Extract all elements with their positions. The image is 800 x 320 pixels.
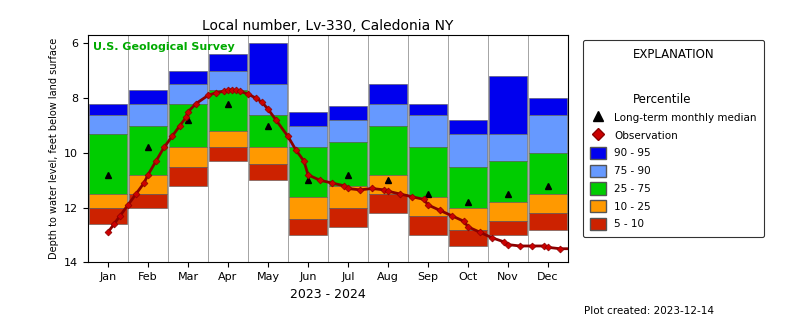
Bar [490,134,526,161]
Bar [530,98,566,115]
Bar [330,208,366,227]
Bar [130,90,166,104]
Bar [170,167,206,186]
Bar [490,221,526,235]
Bar [450,120,486,134]
Bar [330,142,366,186]
Bar [290,125,326,148]
Bar [210,54,246,71]
X-axis label: 2023 - 2024: 2023 - 2024 [290,288,366,301]
Bar [410,115,446,148]
Bar [490,202,526,221]
Bar [250,164,286,180]
Y-axis label: Depth to water level, feet below land surface: Depth to water level, feet below land su… [49,38,58,260]
Bar [170,104,206,148]
Bar [250,44,286,84]
Bar [530,153,566,194]
Bar [290,112,326,125]
Title: Local number, Lv-330, Caledonia NY: Local number, Lv-330, Caledonia NY [202,19,454,33]
Bar [250,115,286,148]
Bar [370,175,406,194]
Bar [370,84,406,104]
Bar [210,90,246,131]
Bar [170,84,206,104]
Bar [530,115,566,153]
Bar [90,104,126,115]
Bar [410,104,446,115]
Legend: Long-term monthly median, Observation, 90 - 95, 75 - 90, 25 - 75, 10 - 25, 5 - 1: Long-term monthly median, Observation, 9… [583,40,764,237]
Bar [410,197,446,216]
Bar [290,219,326,235]
Bar [450,167,486,208]
Bar [210,131,246,148]
Bar [450,229,486,246]
Bar [410,216,446,235]
Bar [330,106,366,120]
Bar [130,125,166,175]
Bar [130,194,166,208]
Bar [450,134,486,167]
Text: U.S. Geological Survey: U.S. Geological Survey [93,42,234,52]
Bar [490,161,526,202]
Bar [130,175,166,194]
Text: Plot created: 2023-12-14: Plot created: 2023-12-14 [584,306,714,316]
Bar [490,76,526,134]
Bar [370,194,406,213]
Bar [370,125,406,175]
Bar [250,84,286,115]
Bar [530,194,566,213]
Bar [450,208,486,229]
Bar [90,115,126,134]
Bar [210,148,246,161]
Bar [170,148,206,167]
Bar [90,208,126,224]
Bar [330,120,366,142]
Bar [370,104,406,125]
Bar [410,148,446,197]
Bar [90,134,126,194]
Bar [290,197,326,219]
Bar [210,71,246,90]
Bar [170,71,206,84]
Bar [90,194,126,208]
Bar [530,213,566,229]
Bar [130,104,166,125]
Bar [250,148,286,164]
Bar [290,148,326,197]
Bar [330,186,366,208]
